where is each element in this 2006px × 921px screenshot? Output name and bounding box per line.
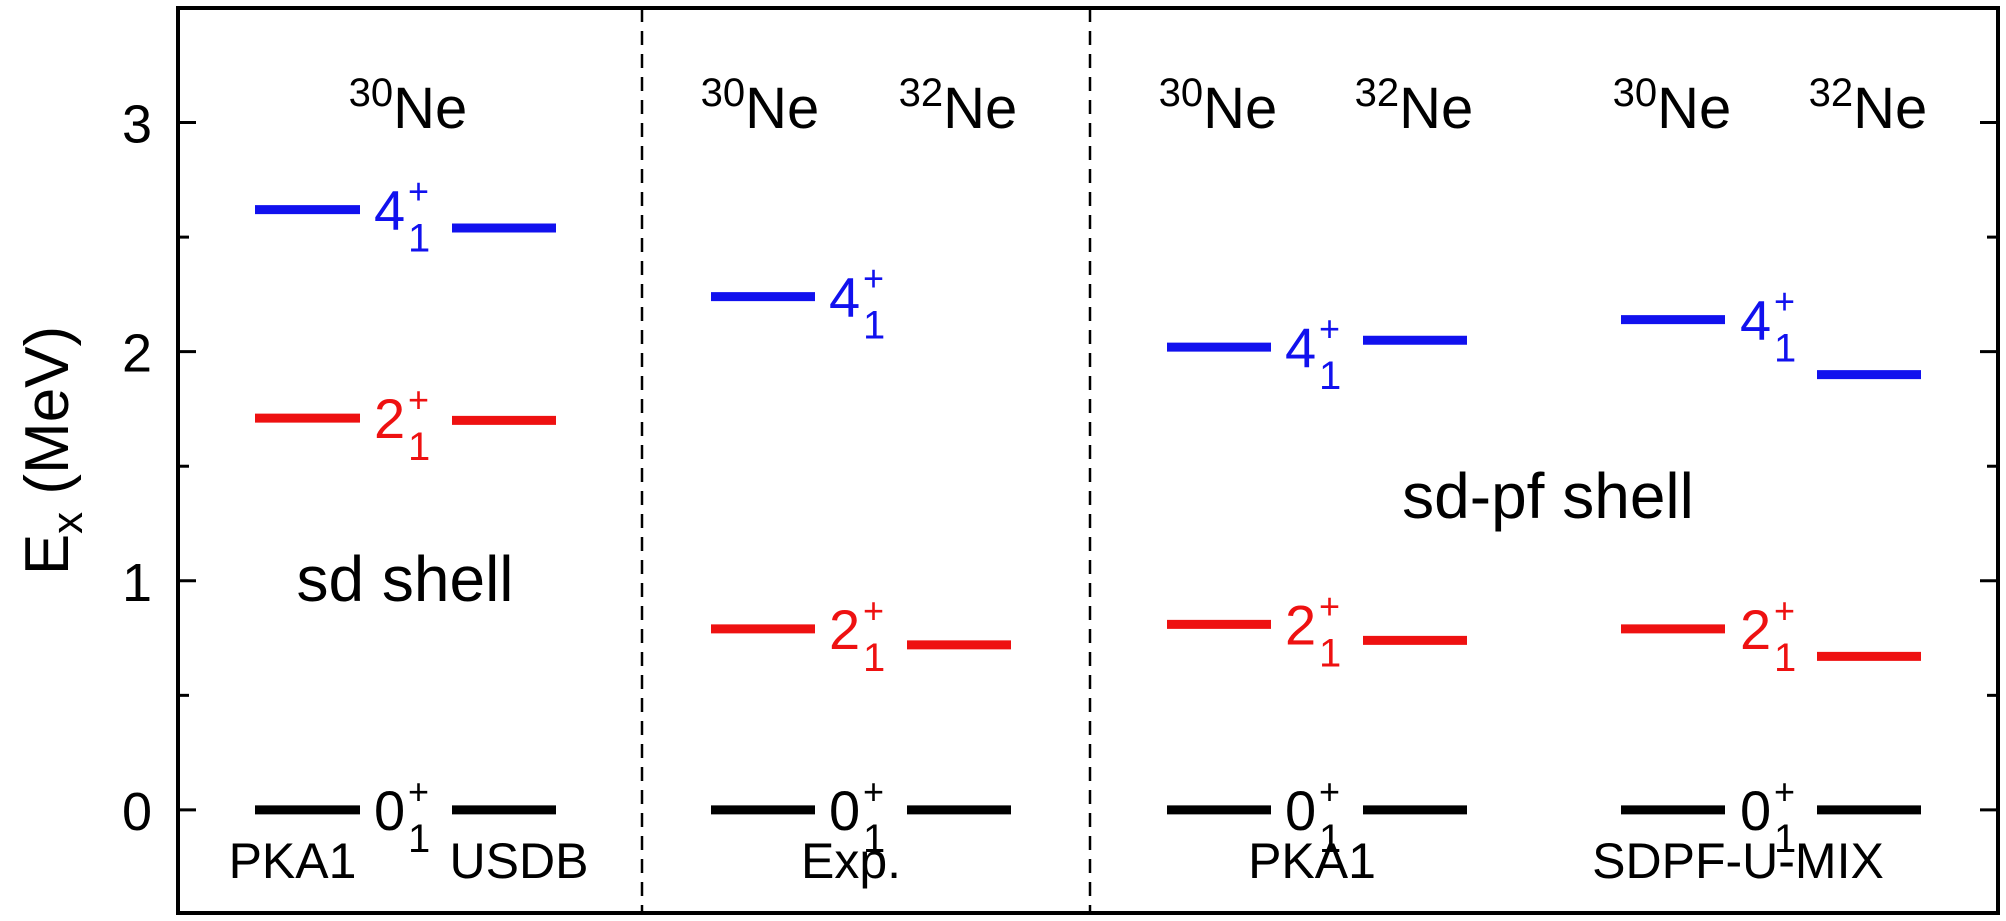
state-label-0: 0 +1: [1285, 771, 1341, 861]
state-index: 1: [1774, 636, 1796, 680]
y-axis-label: Ex (MeV): [13, 326, 92, 575]
state-index: 1: [1774, 817, 1796, 861]
nucleus-mass-number: 32: [1355, 71, 1400, 115]
nucleus-symbol: Ne: [745, 76, 819, 141]
state-index: 1: [408, 817, 430, 861]
plot-frame-border: [176, 6, 2000, 915]
state-spin: 0: [1740, 779, 1771, 842]
state-label-4: 4 +1: [1740, 281, 1796, 371]
state-index: 1: [863, 817, 885, 861]
state-label-4: 4 +1: [829, 258, 885, 348]
state-spin: 4: [374, 179, 405, 242]
nucleus-mass-number: 30: [349, 71, 394, 115]
nucleus-symbol: Ne: [1853, 76, 1927, 141]
state-label-0: 0 +1: [1740, 771, 1796, 861]
state-label-4: 4 +1: [374, 171, 430, 261]
state-label-2: 2 +1: [1285, 585, 1341, 675]
plot-frame: [176, 6, 2000, 915]
state-index: 1: [863, 304, 885, 348]
nucleus-symbol: Ne: [943, 76, 1017, 141]
state-spin: 4: [829, 266, 860, 329]
state-spin: 2: [1740, 598, 1771, 661]
nucleus-mass-number: 30: [1159, 71, 1204, 115]
state-spin: 4: [1740, 289, 1771, 352]
state-parity: +: [863, 590, 884, 631]
state-label-2: 2 +1: [1740, 590, 1796, 680]
y-axis-label-subscript: x: [43, 512, 92, 534]
nucleus-symbol: Ne: [1657, 76, 1731, 141]
state-spin: 2: [829, 598, 860, 661]
state-parity: +: [408, 171, 429, 212]
state-index: 1: [1774, 327, 1796, 371]
model-label: Exp.: [801, 833, 901, 889]
state-parity: +: [1319, 308, 1340, 349]
state-index: 1: [1319, 817, 1341, 861]
state-label-0: 0 +1: [829, 771, 885, 861]
energy-levels: [255, 205, 1921, 815]
state-parity: +: [863, 771, 884, 812]
y-tick-label: 0: [122, 782, 152, 842]
state-index: 1: [1319, 631, 1341, 675]
state-spin: 0: [374, 779, 405, 842]
shell-label: sd shell: [297, 543, 514, 615]
panel-dividers: [640, 8, 1092, 913]
state-label-4: 4 +1: [1285, 308, 1341, 398]
nucleus-label: 30Ne: [349, 71, 468, 141]
state-spin: 0: [829, 779, 860, 842]
y-tick-label: 3: [122, 95, 152, 155]
state-spin: 4: [1285, 316, 1316, 379]
state-parity: +: [408, 379, 429, 420]
state-spin: 0: [1285, 779, 1316, 842]
state-label-2: 2 +1: [374, 379, 430, 469]
nucleus-symbol: Ne: [393, 76, 467, 141]
model-label: PKA1: [229, 833, 357, 889]
model-label: PKA1: [1248, 833, 1376, 889]
nucleus-mass-number: 30: [1613, 71, 1658, 115]
y-tick-label: 2: [122, 324, 152, 384]
state-index: 1: [863, 636, 885, 680]
state-label-0: 0 +1: [374, 771, 430, 861]
state-label-2: 2 +1: [829, 590, 885, 680]
state-parity: +: [1774, 281, 1795, 322]
nucleus-symbol: Ne: [1203, 76, 1277, 141]
state-index: 1: [1319, 354, 1341, 398]
nucleus-label: 30Ne: [1613, 71, 1732, 141]
state-spin: 2: [1285, 593, 1316, 656]
y-axis-label-unit: (MeV): [13, 326, 82, 512]
nucleus-mass-number: 32: [899, 71, 944, 115]
nucleus-mass-number: 30: [701, 71, 746, 115]
y-axis-label-main: E: [13, 534, 82, 575]
y-tick-label: 1: [122, 553, 152, 613]
state-parity: +: [1319, 585, 1340, 626]
state-index: 1: [408, 217, 430, 261]
state-parity: +: [1774, 590, 1795, 631]
model-label: SDPF-U-MIX: [1592, 833, 1884, 889]
state-index: 1: [408, 425, 430, 469]
nucleus-label: 32Ne: [899, 71, 1018, 141]
state-parity: +: [1319, 771, 1340, 812]
state-parity: +: [863, 258, 884, 299]
state-spin: 2: [374, 387, 405, 450]
state-parity: +: [1774, 771, 1795, 812]
nucleus-label: 32Ne: [1355, 71, 1474, 141]
nucleus-label: 30Ne: [1159, 71, 1278, 141]
model-label: USDB: [450, 833, 589, 889]
nucleus-label: 30Ne: [701, 71, 820, 141]
nucleus-symbol: Ne: [1399, 76, 1473, 141]
nucleus-label: 32Ne: [1809, 71, 1928, 141]
state-parity: +: [408, 771, 429, 812]
shell-label-shared: sd-pf shell: [1402, 460, 1694, 532]
nucleus-mass-number: 32: [1809, 71, 1854, 115]
